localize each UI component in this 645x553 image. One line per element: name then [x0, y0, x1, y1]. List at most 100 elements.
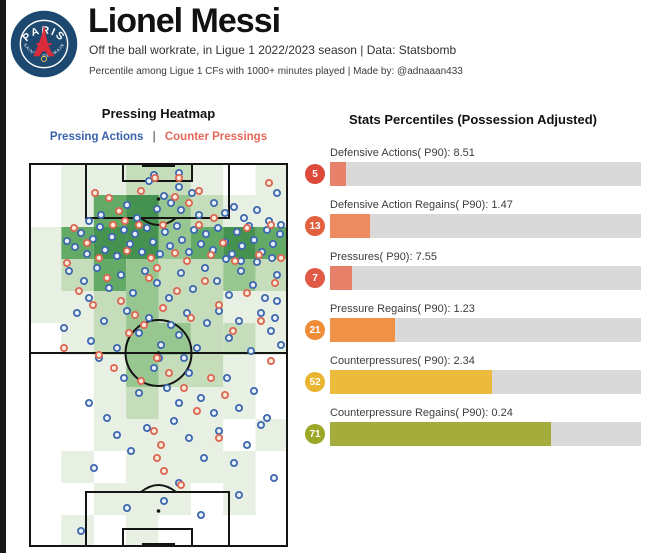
- pressing-action-point: [87, 336, 96, 345]
- percentile-track: [330, 266, 641, 290]
- pressing-action-point: [252, 258, 261, 267]
- pressing-action-point: [71, 243, 80, 252]
- pressing-action-point: [209, 408, 218, 417]
- page-subtitle: Off the ball workrate, in Ligue 1 2022/2…: [89, 43, 457, 57]
- pressing-action-point: [85, 217, 94, 226]
- pressing-action-point: [276, 340, 285, 349]
- pressing-action-point: [123, 201, 132, 210]
- pressing-action-point: [222, 373, 231, 382]
- pressing-action-point: [229, 458, 238, 467]
- pressing-action-point: [89, 235, 98, 244]
- pressing-action-point: [117, 271, 126, 280]
- counter-pressing-point: [242, 289, 251, 298]
- pressing-action-point: [113, 343, 122, 352]
- heatmap-section-title: Pressing Heatmap: [101, 106, 216, 121]
- pressing-action-point: [268, 240, 277, 249]
- psg-crest-logo: PARIS SAINT - GERMAIN: [10, 10, 78, 78]
- pressing-action-point: [227, 250, 236, 259]
- counter-pressing-point: [220, 390, 229, 399]
- counter-pressing-point: [158, 303, 167, 312]
- pressing-action-point: [63, 237, 72, 246]
- pressing-action-point: [220, 209, 229, 218]
- pressing-action-point: [108, 233, 117, 242]
- percentile-badge: 21: [305, 320, 325, 340]
- pressing-action-point: [100, 316, 109, 325]
- pressing-action-point: [236, 267, 245, 276]
- counter-pressing-point: [147, 254, 156, 263]
- counter-pressing-point: [174, 173, 183, 182]
- pressing-action-point: [159, 496, 168, 505]
- percentile-fill: [330, 422, 551, 446]
- counter-pressing-point: [266, 356, 275, 365]
- pressing-action-point: [123, 306, 132, 315]
- stat-label: Pressures( P90): 7.55: [330, 251, 437, 263]
- percentile-bar-group: Pressures( P90): 7.55 7: [305, 251, 641, 290]
- pressing-action-point: [156, 250, 165, 259]
- percentile-fill: [330, 318, 396, 342]
- pressing-action-point: [224, 333, 233, 342]
- stat-label: Counterpressures( P90): 2.34: [330, 355, 475, 367]
- pressing-action-point: [182, 308, 191, 317]
- pressing-action-point: [85, 398, 94, 407]
- pressing-action-point: [176, 269, 185, 278]
- legend-pressing-actions[interactable]: Pressing Actions: [49, 131, 144, 143]
- counter-pressing-point: [170, 192, 179, 201]
- pressing-action-point: [126, 240, 135, 249]
- percentile-fill: [330, 266, 352, 290]
- percentile-track: [330, 370, 641, 394]
- stat-label: Counterpressure Regains( P90): 0.24: [330, 407, 513, 419]
- pressing-action-point: [249, 236, 258, 245]
- pressing-action-point: [83, 250, 92, 259]
- percentile-fill: [330, 214, 371, 238]
- counter-pressing-point: [70, 224, 79, 233]
- pressing-action-point: [174, 398, 183, 407]
- page-tagline: Percentile among Ligue 1 CFs with 1000+ …: [89, 66, 463, 77]
- percentile-badge: 52: [305, 372, 325, 392]
- pressing-action-point: [143, 224, 152, 233]
- percentile-track: [330, 318, 641, 342]
- counter-pressing-point: [153, 264, 162, 273]
- pressing-action-point: [156, 340, 165, 349]
- counter-pressing-point: [135, 221, 144, 230]
- pressing-action-point: [242, 440, 251, 449]
- pressing-action-points: [59, 169, 285, 535]
- percentile-badge: 5: [305, 164, 325, 184]
- pressing-action-point: [239, 214, 248, 223]
- pressing-action-point: [141, 267, 150, 276]
- counter-pressing-point: [115, 207, 124, 216]
- counter-pressing-point: [179, 383, 188, 392]
- counter-pressing-point: [206, 373, 215, 382]
- pressing-action-point: [97, 211, 106, 220]
- pressing-action-point: [153, 205, 162, 214]
- pressing-action-point: [196, 240, 205, 249]
- pressing-action-point: [267, 254, 276, 263]
- percentile-bar-group: Counterpressures( P90): 2.34 52: [305, 355, 641, 394]
- pressing-action-point: [221, 255, 230, 264]
- pressing-action-point: [269, 473, 278, 482]
- page-title: Lionel Messi: [88, 2, 281, 40]
- percentile-badge: 71: [305, 424, 325, 444]
- counter-pressing-point: [83, 239, 92, 248]
- bottom-goal: [142, 543, 175, 547]
- counter-pressing-point: [242, 224, 251, 233]
- counter-pressing-point: [123, 247, 132, 256]
- pressing-action-point: [209, 199, 218, 208]
- counter-pressing-point: [159, 466, 168, 475]
- pressing-action-point: [165, 242, 174, 251]
- pressing-action-point: [199, 453, 208, 462]
- pressing-action-point: [179, 353, 188, 362]
- pressing-action-point: [196, 393, 205, 402]
- legend-separator: |: [152, 131, 156, 143]
- counter-pressing-point: [256, 316, 265, 325]
- counter-pressing-point: [186, 313, 195, 322]
- percentile-badge: 13: [305, 216, 325, 236]
- percentile-track: [330, 422, 641, 446]
- counter-pressing-point: [89, 300, 98, 309]
- counter-pressing-point: [184, 199, 193, 208]
- legend-counter-pressings[interactable]: Counter Pressings: [164, 131, 268, 143]
- pressing-action-point: [120, 373, 129, 382]
- pressing-action-point: [135, 328, 144, 337]
- pressing-action-point: [187, 188, 196, 197]
- pressing-action-point: [174, 330, 183, 339]
- pressing-action-point: [266, 326, 275, 335]
